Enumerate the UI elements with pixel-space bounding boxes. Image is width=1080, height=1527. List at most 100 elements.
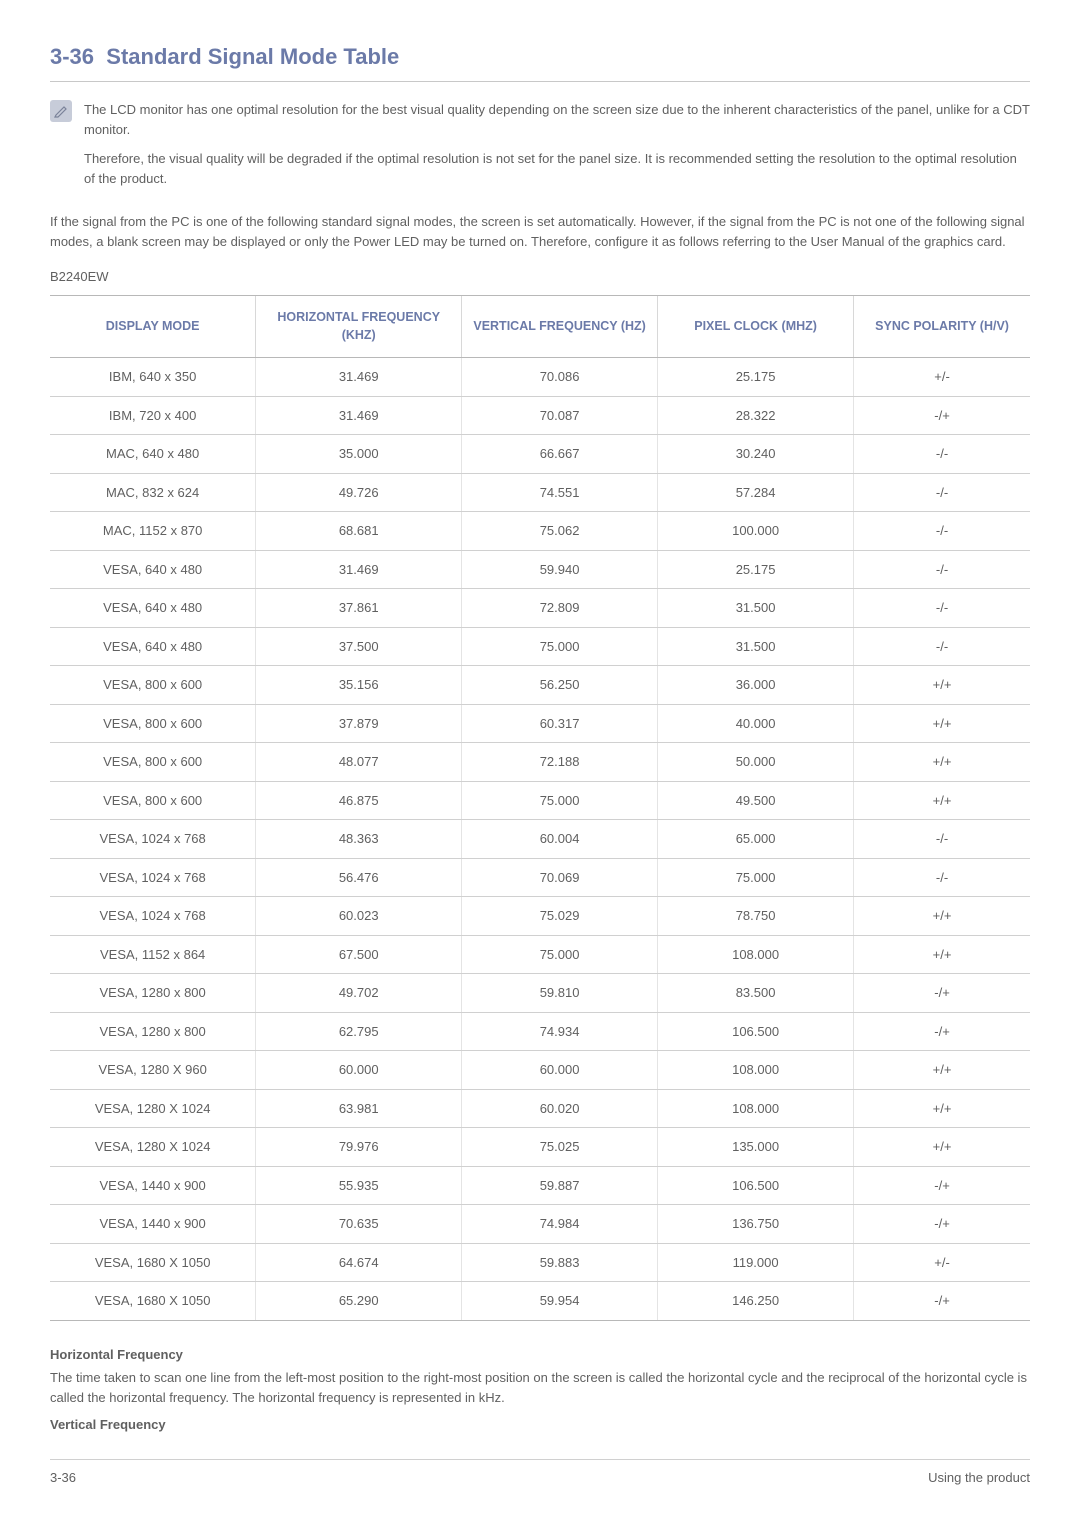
- table-cell: VESA, 800 x 600: [50, 743, 256, 782]
- table-column-header: PIXEL CLOCK (MHZ): [658, 295, 854, 358]
- table-cell: MAC, 832 x 624: [50, 473, 256, 512]
- table-row: VESA, 1024 x 76848.36360.00465.000-/-: [50, 820, 1030, 859]
- table-cell: VESA, 1280 X 960: [50, 1051, 256, 1090]
- table-row: VESA, 800 x 60046.87575.00049.500+/+: [50, 781, 1030, 820]
- table-cell: VESA, 640 x 480: [50, 550, 256, 589]
- table-cell: 60.000: [256, 1051, 462, 1090]
- table-cell: IBM, 640 x 350: [50, 358, 256, 397]
- table-cell: +/+: [854, 1051, 1030, 1090]
- table-cell: -/+: [854, 1282, 1030, 1321]
- table-cell: 25.175: [658, 358, 854, 397]
- table-cell: -/-: [854, 627, 1030, 666]
- table-cell: 135.000: [658, 1128, 854, 1167]
- table-cell: -/-: [854, 473, 1030, 512]
- table-cell: VESA, 1024 x 768: [50, 858, 256, 897]
- table-cell: 108.000: [658, 1051, 854, 1090]
- note-paragraph-2: Therefore, the visual quality will be de…: [84, 149, 1030, 188]
- table-cell: -/-: [854, 820, 1030, 859]
- table-cell: 74.551: [462, 473, 658, 512]
- footer-right: Using the product: [928, 1468, 1030, 1488]
- table-cell: VESA, 1280 X 1024: [50, 1089, 256, 1128]
- table-cell: 59.883: [462, 1243, 658, 1282]
- table-cell: 28.322: [658, 396, 854, 435]
- table-cell: +/+: [854, 781, 1030, 820]
- table-cell: VESA, 640 x 480: [50, 627, 256, 666]
- table-cell: VESA, 1680 X 1050: [50, 1243, 256, 1282]
- table-cell: 59.954: [462, 1282, 658, 1321]
- table-cell: 48.077: [256, 743, 462, 782]
- table-cell: VESA, 1024 x 768: [50, 820, 256, 859]
- table-row: VESA, 1152 x 86467.50075.000108.000+/+: [50, 935, 1030, 974]
- table-cell: 108.000: [658, 935, 854, 974]
- table-cell: 37.861: [256, 589, 462, 628]
- note-icon: [50, 100, 72, 122]
- table-cell: VESA, 800 x 600: [50, 704, 256, 743]
- table-cell: +/+: [854, 935, 1030, 974]
- vertical-frequency-heading: Vertical Frequency: [50, 1415, 1030, 1435]
- table-cell: 75.000: [658, 858, 854, 897]
- table-cell: VESA, 1440 x 900: [50, 1205, 256, 1244]
- table-cell: +/+: [854, 704, 1030, 743]
- table-cell: 60.023: [256, 897, 462, 936]
- table-row: VESA, 1280 X 102479.97675.025135.000+/+: [50, 1128, 1030, 1167]
- table-cell: 60.020: [462, 1089, 658, 1128]
- note-block: The LCD monitor has one optimal resoluti…: [50, 100, 1030, 198]
- table-cell: 136.750: [658, 1205, 854, 1244]
- table-cell: VESA, 1024 x 768: [50, 897, 256, 936]
- table-row: VESA, 1024 x 76860.02375.02978.750+/+: [50, 897, 1030, 936]
- table-cell: 31.469: [256, 358, 462, 397]
- note-text: The LCD monitor has one optimal resoluti…: [84, 100, 1030, 198]
- table-cell: -/+: [854, 1012, 1030, 1051]
- table-row: VESA, 800 x 60035.15656.25036.000+/+: [50, 666, 1030, 705]
- table-cell: 106.500: [658, 1012, 854, 1051]
- page-footer: 3-36 Using the product: [50, 1459, 1030, 1488]
- table-cell: VESA, 1280 x 800: [50, 974, 256, 1013]
- table-cell: +/+: [854, 666, 1030, 705]
- table-cell: 63.981: [256, 1089, 462, 1128]
- table-cell: 75.000: [462, 935, 658, 974]
- table-cell: 64.674: [256, 1243, 462, 1282]
- table-cell: 79.976: [256, 1128, 462, 1167]
- table-cell: 40.000: [658, 704, 854, 743]
- table-cell: 31.500: [658, 627, 854, 666]
- table-cell: 66.667: [462, 435, 658, 474]
- table-cell: IBM, 720 x 400: [50, 396, 256, 435]
- table-row: VESA, 640 x 48037.86172.80931.500-/-: [50, 589, 1030, 628]
- table-cell: 108.000: [658, 1089, 854, 1128]
- table-row: MAC, 832 x 62449.72674.55157.284-/-: [50, 473, 1030, 512]
- table-cell: 75.062: [462, 512, 658, 551]
- table-row: MAC, 1152 x 87068.68175.062100.000-/-: [50, 512, 1030, 551]
- section-title-text: Standard Signal Mode Table: [106, 44, 399, 69]
- table-cell: 65.000: [658, 820, 854, 859]
- table-row: VESA, 1680 X 105064.67459.883119.000+/-: [50, 1243, 1030, 1282]
- table-row: VESA, 640 x 48031.46959.94025.175-/-: [50, 550, 1030, 589]
- table-cell: 31.500: [658, 589, 854, 628]
- table-cell: 59.810: [462, 974, 658, 1013]
- table-cell: 106.500: [658, 1166, 854, 1205]
- table-cell: +/+: [854, 1089, 1030, 1128]
- table-cell: 30.240: [658, 435, 854, 474]
- section-title: 3-36 Standard Signal Mode Table: [50, 40, 1030, 82]
- table-row: IBM, 640 x 35031.46970.08625.175+/-: [50, 358, 1030, 397]
- table-row: VESA, 1280 x 80049.70259.81083.500-/+: [50, 974, 1030, 1013]
- table-cell: 37.879: [256, 704, 462, 743]
- table-cell: VESA, 1152 x 864: [50, 935, 256, 974]
- table-cell: 60.317: [462, 704, 658, 743]
- table-row: MAC, 640 x 48035.00066.66730.240-/-: [50, 435, 1030, 474]
- table-cell: -/-: [854, 858, 1030, 897]
- table-cell: VESA, 1280 x 800: [50, 1012, 256, 1051]
- footer-left: 3-36: [50, 1468, 76, 1488]
- table-cell: -/-: [854, 512, 1030, 551]
- intro-paragraph: If the signal from the PC is one of the …: [50, 212, 1030, 251]
- table-cell: 75.025: [462, 1128, 658, 1167]
- table-cell: +/+: [854, 743, 1030, 782]
- table-cell: 50.000: [658, 743, 854, 782]
- table-cell: 78.750: [658, 897, 854, 936]
- table-cell: 119.000: [658, 1243, 854, 1282]
- table-cell: 57.284: [658, 473, 854, 512]
- table-cell: MAC, 640 x 480: [50, 435, 256, 474]
- table-cell: 59.887: [462, 1166, 658, 1205]
- table-cell: VESA, 640 x 480: [50, 589, 256, 628]
- table-cell: 72.809: [462, 589, 658, 628]
- table-cell: -/+: [854, 1166, 1030, 1205]
